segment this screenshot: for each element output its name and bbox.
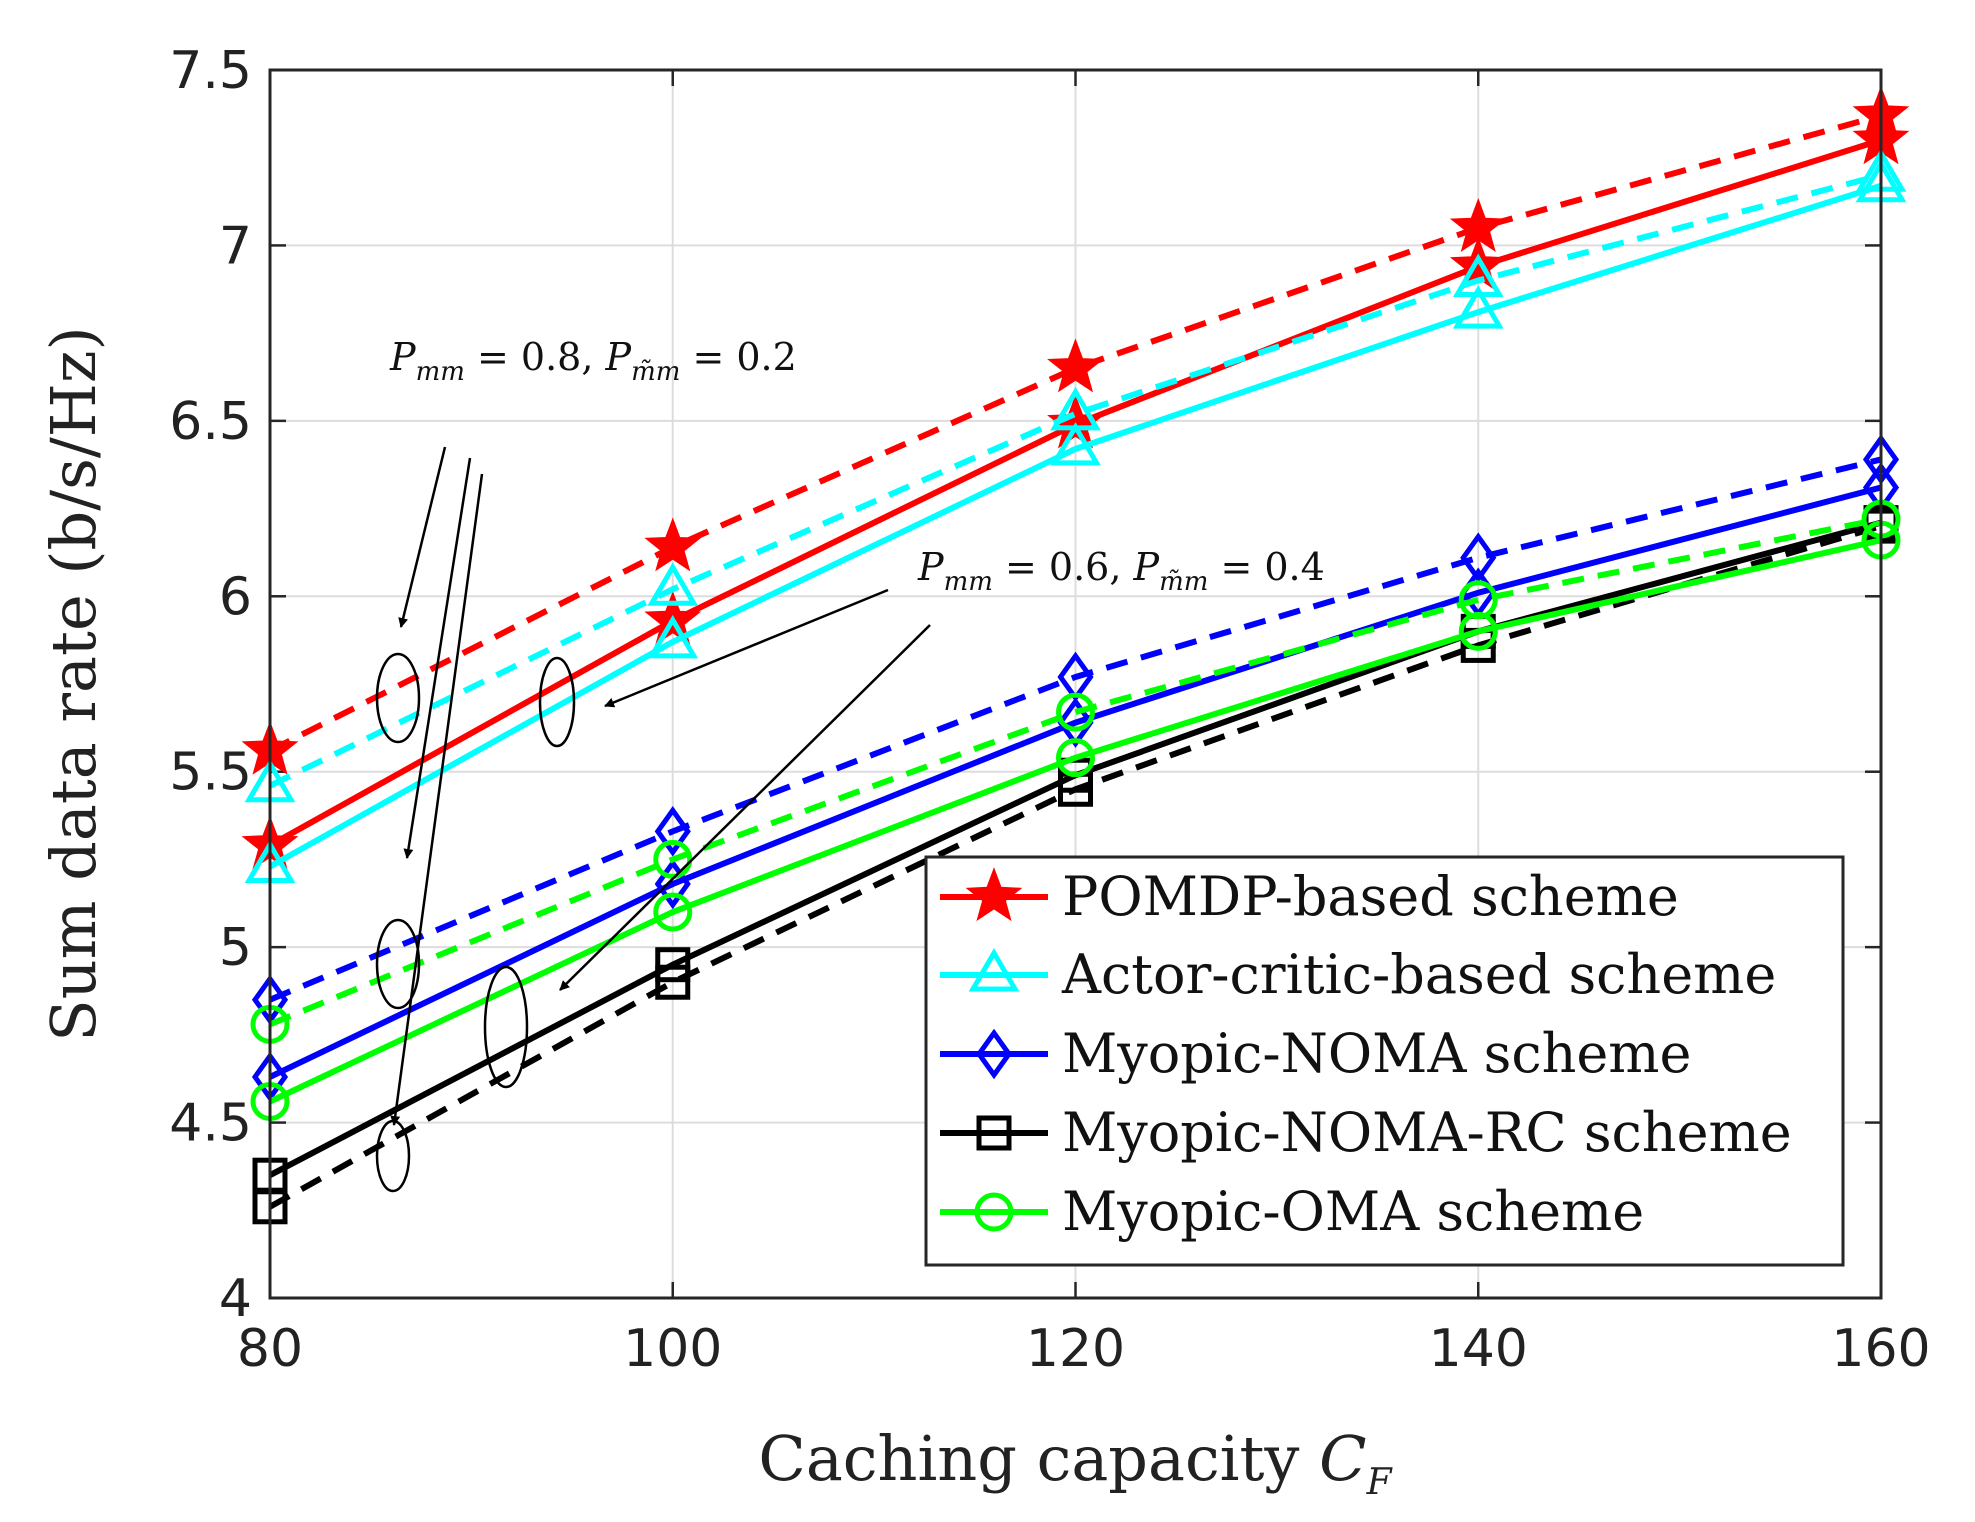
annotation-ellipse-dashed-mid	[375, 918, 421, 1010]
x-axis-title: Caching capacity CF	[758, 1422, 1393, 1503]
y-tick-label: 5.5	[169, 743, 252, 803]
annotation-arrow	[559, 624, 931, 991]
y-tick-label: 4.5	[169, 1094, 252, 1154]
legend-marker-pomdp-based-scheme	[965, 867, 1023, 922]
data-point-myopic-noma-rc-scheme	[655, 947, 691, 983]
legend-label-myopic-noma-scheme: Myopic-NOMA scheme	[1062, 1022, 1691, 1085]
data-point-myopic-oma-scheme	[653, 892, 693, 932]
series-line-dashed-pomdp-based-scheme	[268, 112, 1882, 754]
legend-box	[924, 855, 1845, 1267]
y-tick-label: 7	[219, 216, 252, 276]
x-tick-label: 140	[1429, 1319, 1528, 1379]
data-point-myopic-noma-scheme	[654, 858, 691, 910]
annotation-arrow	[390, 473, 484, 1126]
data-point-myopic-noma-rc-scheme	[655, 964, 691, 1000]
legend-label-actor-critic-based-scheme: Actor-critic-based scheme	[1061, 943, 1776, 1006]
legend-label-myopic-oma-scheme: Myopic-OMA scheme	[1062, 1180, 1644, 1243]
y-tick-label: 6.5	[169, 392, 252, 452]
series-line-solid-myopic-oma-scheme	[268, 537, 1882, 1105]
annotation-arrow	[398, 446, 447, 628]
annotation-ellipse-solid-top	[538, 656, 576, 748]
series-line-dashed-myopic-oma-scheme	[268, 516, 1882, 1028]
series-line-dashed-actor-critic-based-scheme	[268, 172, 1882, 789]
annotation-arrow	[604, 588, 889, 708]
y-tick-label: 7.5	[169, 41, 252, 101]
series-line-solid-myopic-noma-scheme	[268, 484, 1882, 1080]
data-point-actor-critic-based-scheme	[647, 614, 699, 659]
data-point-myopic-noma-scheme	[1057, 697, 1094, 748]
x-tick-label: 100	[623, 1319, 722, 1379]
data-point-actor-critic-based-scheme	[1050, 421, 1101, 466]
y-tick-label: 5	[219, 918, 252, 978]
legend-marker-myopic-noma-rc-scheme	[976, 1115, 1012, 1151]
data-point-myopic-noma-scheme	[654, 806, 691, 857]
x-tick-label: 80	[237, 1319, 303, 1379]
data-point-myopic-oma-scheme	[1056, 738, 1095, 778]
data-point-myopic-oma-scheme	[1056, 692, 1095, 732]
x-tick-label: 120	[1026, 1319, 1125, 1379]
data-point-myopic-noma-scheme	[1460, 532, 1497, 583]
series-line-dashed-myopic-noma-scheme	[268, 456, 1882, 1003]
plot-frame	[268, 68, 1883, 1300]
annotation-label-upper: Pmm = 0.8, Pm̃m = 0.2	[389, 335, 797, 387]
legend-label-pomdp-based-scheme: POMDP-based scheme	[1062, 865, 1679, 928]
annotation-ellipse-dashed-top	[375, 652, 421, 744]
data-point-actor-critic-based-scheme	[647, 562, 699, 606]
data-point-myopic-oma-scheme	[653, 839, 693, 879]
legend-marker-actor-critic-based-scheme	[968, 948, 1020, 992]
y-tick-label: 4	[219, 1269, 252, 1329]
annotation-label-lower: Pmm = 0.6, Pm̃m = 0.4	[917, 545, 1325, 597]
legend: POMDP-based scheme Actor-critic-based sch…	[924, 855, 1845, 1267]
x-tick-label: 160	[1831, 1319, 1930, 1379]
data-point-pomdp-based-scheme	[1047, 338, 1104, 393]
data-point-myopic-oma-scheme	[1458, 611, 1498, 651]
data-point-actor-critic-based-scheme	[1452, 285, 1504, 329]
tick-labels: 80 100 120 140 160 4 4.5 5 5.5 6 6.5 7 7.5	[169, 41, 1930, 1379]
legend-label-myopic-noma-rc-scheme: Myopic-NOMA-RC scheme	[1062, 1101, 1792, 1164]
series-line-solid-actor-critic-based-scheme	[268, 182, 1882, 870]
y-axis-title: Sum data rate (b/s/Hz)	[37, 326, 110, 1041]
y-tick-label: 6	[219, 567, 252, 627]
annotation-arrow	[403, 457, 472, 859]
annotation-marks	[375, 446, 931, 1193]
legend-marker-myopic-oma-scheme	[974, 1192, 1014, 1232]
data-point-pomdp-based-scheme	[1047, 394, 1104, 449]
annotation-ellipse-solid-bottom	[483, 965, 529, 1089]
legend-marker-myopic-noma-scheme	[975, 1028, 1013, 1080]
data-point-pomdp-based-scheme	[644, 517, 702, 572]
